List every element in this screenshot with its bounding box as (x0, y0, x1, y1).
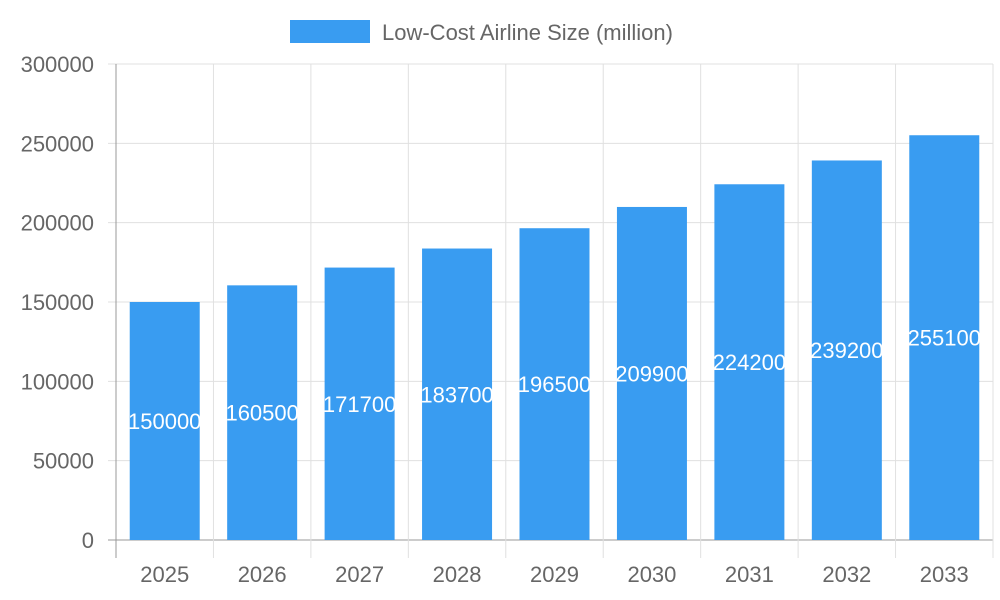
data-label: 160500 (225, 401, 298, 426)
bar (422, 248, 493, 540)
x-tick-label: 2030 (627, 562, 676, 587)
data-label: 150000 (128, 409, 201, 434)
bar (227, 285, 298, 540)
x-tick-label: 2031 (725, 562, 774, 587)
bar (909, 135, 980, 540)
y-tick-label: 50000 (33, 449, 94, 474)
y-tick-label: 300000 (21, 52, 94, 77)
x-tick-label: 2025 (140, 562, 189, 587)
data-label: 209900 (615, 361, 688, 386)
data-label: 171700 (323, 392, 396, 417)
bar (129, 302, 200, 540)
y-tick-label: 200000 (21, 211, 94, 236)
x-tick-label: 2028 (433, 562, 482, 587)
bar (811, 160, 882, 540)
legend-label: Low-Cost Airline Size (million) (382, 20, 673, 45)
legend-swatch (290, 20, 370, 43)
y-tick-label: 0 (82, 528, 94, 553)
x-tick-label: 2026 (238, 562, 287, 587)
data-label: 196500 (518, 372, 591, 397)
bar (324, 267, 395, 540)
x-tick-label: 2032 (822, 562, 871, 587)
bar (714, 184, 785, 540)
bar (519, 228, 590, 540)
x-tick-label: 2033 (920, 562, 969, 587)
y-tick-label: 150000 (21, 290, 94, 315)
bar (616, 206, 687, 540)
data-label: 239200 (810, 338, 883, 363)
data-label: 183700 (420, 382, 493, 407)
x-tick-label: 2029 (530, 562, 579, 587)
y-tick-label: 250000 (21, 131, 94, 156)
y-tick-label: 100000 (21, 369, 94, 394)
data-label: 255100 (908, 326, 981, 351)
x-tick-label: 2027 (335, 562, 384, 587)
data-label: 224200 (713, 350, 786, 375)
